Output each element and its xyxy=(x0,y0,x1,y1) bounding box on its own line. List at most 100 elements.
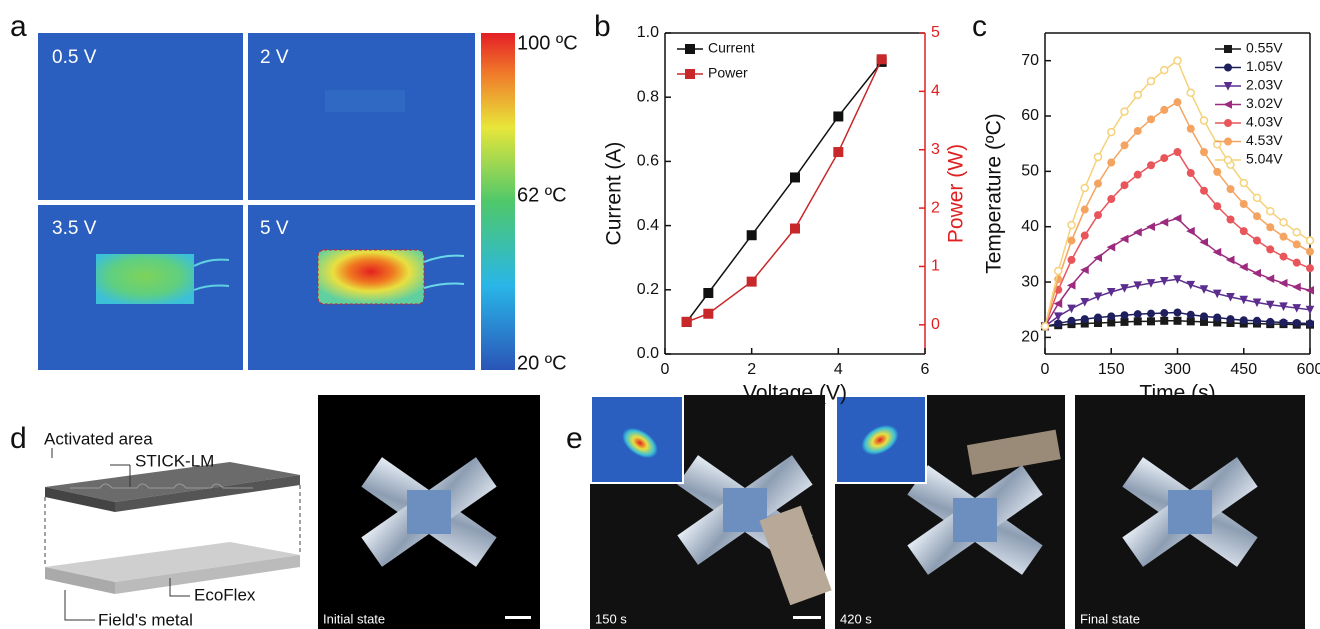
legend-label: 4.53V xyxy=(1246,132,1283,148)
marker xyxy=(1201,187,1208,194)
y-tick-label: 0.4 xyxy=(637,217,659,234)
colorbar-label: 100 ºC xyxy=(517,32,578,54)
marker xyxy=(1081,298,1088,305)
scale-bar xyxy=(793,616,821,619)
marker xyxy=(1095,153,1102,160)
y-axis-label: Current (A) xyxy=(603,142,626,246)
marker xyxy=(1214,168,1221,175)
marker xyxy=(1068,256,1075,263)
marker xyxy=(1254,213,1261,220)
marker xyxy=(1267,246,1274,253)
y-axis-label: Temperature (ºC) xyxy=(983,113,1006,274)
heater xyxy=(96,254,194,304)
marker xyxy=(1121,142,1128,149)
marker xyxy=(1227,216,1234,223)
marker xyxy=(1134,229,1141,236)
image-label: 5 V xyxy=(260,218,289,239)
marker xyxy=(1201,313,1208,320)
y-tick-label: 60 xyxy=(1021,107,1039,124)
marker xyxy=(1225,101,1232,108)
marker xyxy=(704,289,713,298)
marker xyxy=(1187,125,1194,132)
marker xyxy=(1254,317,1261,324)
legend-label: Power xyxy=(708,65,748,81)
x-tick-label: 0 xyxy=(1041,361,1050,378)
y-tick-label: 0.2 xyxy=(637,281,659,298)
leader-line xyxy=(65,590,95,620)
marker xyxy=(1201,148,1208,155)
marker xyxy=(1095,314,1102,321)
marker xyxy=(1068,222,1075,229)
legend-label: 3.02V xyxy=(1246,95,1283,111)
series-line xyxy=(687,62,882,322)
y-tick-label: 30 xyxy=(1021,273,1039,290)
marker xyxy=(1225,138,1232,145)
marker xyxy=(1267,224,1274,231)
marker xyxy=(1187,89,1194,96)
marker xyxy=(1161,317,1168,324)
panel-label: b xyxy=(594,10,611,43)
marker xyxy=(1161,106,1168,113)
marker xyxy=(1134,127,1141,134)
marker xyxy=(1267,318,1274,325)
marker xyxy=(1201,117,1208,124)
marker xyxy=(1108,129,1115,136)
marker xyxy=(1293,229,1300,236)
y2-tick-label: 3 xyxy=(931,141,940,158)
x-tick-label: 4 xyxy=(834,361,843,378)
figure: a b c d e 0.5 V 2 V 3.5 V 5 V 100 ºC 62 … xyxy=(0,0,1320,629)
marker xyxy=(1161,310,1168,317)
marker xyxy=(1095,293,1102,300)
marker xyxy=(1280,319,1287,326)
marker xyxy=(1108,196,1115,203)
y2-axis-label: Power (W) xyxy=(945,144,968,243)
photo-label: 420 s xyxy=(840,611,872,626)
y-tick-label: 40 xyxy=(1021,218,1039,235)
colorbar xyxy=(481,33,515,370)
marker xyxy=(1055,267,1062,274)
x-tick-label: 300 xyxy=(1164,361,1191,378)
marker xyxy=(1187,311,1194,318)
marker xyxy=(686,45,695,54)
marker xyxy=(1095,180,1102,187)
marker xyxy=(1174,309,1181,316)
diagram-label: STICK-LM xyxy=(135,451,214,470)
marker xyxy=(1225,64,1232,71)
legend-label: 5.04V xyxy=(1246,151,1283,167)
marker xyxy=(1121,235,1128,242)
marker xyxy=(1254,194,1261,201)
marker xyxy=(1187,170,1194,177)
diagram-label: Field's metal xyxy=(98,610,193,629)
image-label: 0.5 V xyxy=(52,47,97,68)
marker xyxy=(1280,219,1287,226)
x-axis-label: Voltage (V) xyxy=(743,382,847,405)
marker xyxy=(834,148,843,157)
marker xyxy=(1068,317,1075,324)
photo-label: Final state xyxy=(1080,611,1140,626)
marker xyxy=(1307,248,1314,255)
colorbar-label: 62 ºC xyxy=(517,184,567,206)
marker xyxy=(1225,157,1232,164)
marker xyxy=(1121,312,1128,319)
y2-tick-label: 5 xyxy=(931,24,940,41)
marker xyxy=(1307,237,1314,244)
image-label: 2 V xyxy=(260,47,289,68)
marker xyxy=(1280,280,1287,287)
panel-label: a xyxy=(10,10,27,43)
marker xyxy=(1307,320,1314,327)
marker xyxy=(1280,253,1287,260)
marker xyxy=(1240,228,1247,235)
marker xyxy=(1293,259,1300,266)
x-tick-label: 2 xyxy=(747,361,756,378)
marker xyxy=(1214,314,1221,321)
legend-label: 4.03V xyxy=(1246,114,1283,130)
photos: Initial state 150 s 420 s Final s xyxy=(318,395,1305,629)
marker xyxy=(1148,78,1155,85)
marker xyxy=(1161,155,1168,162)
diagram-label: Activated area xyxy=(44,429,153,448)
marker xyxy=(1227,186,1234,193)
scale-bar xyxy=(505,616,531,619)
marker xyxy=(1055,320,1062,327)
panel-label: c xyxy=(972,10,987,43)
y-tick-label: 20 xyxy=(1021,329,1039,346)
